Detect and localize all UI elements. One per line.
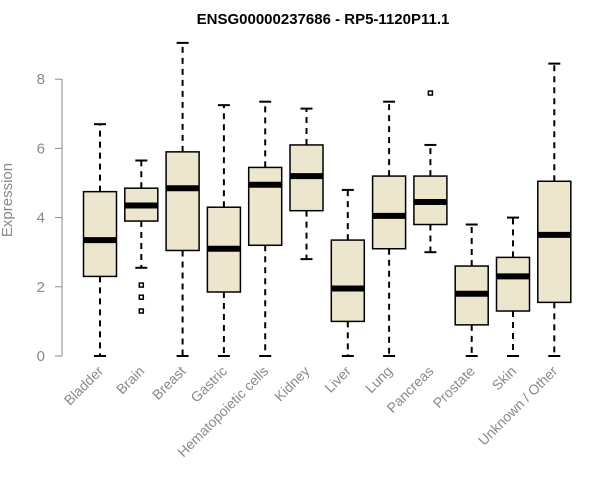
box-group-kidney xyxy=(289,107,324,261)
iqr-box xyxy=(247,166,283,247)
x-category-label: Skin xyxy=(489,363,520,394)
box-group-brain xyxy=(124,159,159,314)
y-tick-label: 0 xyxy=(37,348,45,365)
iqr-box xyxy=(165,151,200,252)
outlier-point xyxy=(138,294,145,300)
y-tick-label: 8 xyxy=(37,71,45,88)
y-axis-label: Expression xyxy=(0,163,16,237)
iqr-box xyxy=(537,180,572,304)
x-category-label: Bladder xyxy=(61,363,107,409)
box-group-hematopoietic-cells xyxy=(247,100,283,357)
x-category-label: Lung xyxy=(362,363,395,396)
y-tick-label: 4 xyxy=(37,210,45,227)
y-tick-label: 2 xyxy=(37,279,45,296)
box-group-bladder xyxy=(82,123,118,357)
y-tick-label: 6 xyxy=(37,140,45,157)
x-category-label: Prostate xyxy=(430,363,478,411)
outlier-point xyxy=(138,282,145,288)
x-category-label: Liver xyxy=(321,363,354,396)
box-group-gastric xyxy=(206,104,242,357)
iqr-box xyxy=(82,190,118,278)
x-category-label: Kidney xyxy=(271,363,313,405)
x-category-label: Brain xyxy=(113,363,147,397)
chart-title: ENSG00000237686 - RP5-1120P11.1 xyxy=(197,11,450,28)
iqr-box xyxy=(371,175,407,250)
box-group-pancreas xyxy=(413,90,448,254)
iqr-box xyxy=(330,239,366,323)
box-group-lung xyxy=(371,100,407,357)
box-group-breast xyxy=(165,41,200,357)
box-group-skin xyxy=(495,216,531,357)
y-axis-ticks: 0 2 4 6 8 xyxy=(37,71,62,365)
box-group-prostate xyxy=(454,223,489,357)
box-group-unknown-other xyxy=(537,62,572,357)
plot-area xyxy=(82,41,572,357)
box-group-liver xyxy=(330,188,366,357)
iqr-box xyxy=(495,256,531,312)
outlier-point xyxy=(427,90,434,96)
outlier-point xyxy=(138,308,145,314)
x-category-label: Breast xyxy=(149,363,189,403)
